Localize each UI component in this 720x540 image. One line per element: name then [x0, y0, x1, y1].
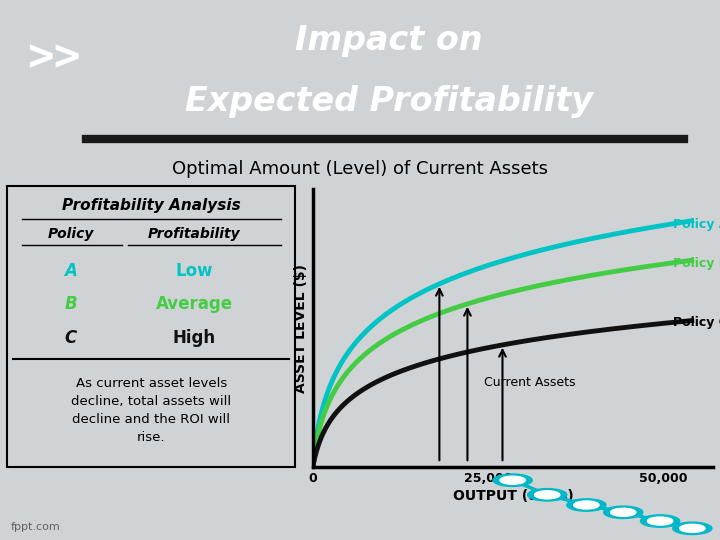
- Text: Policy: Policy: [48, 227, 94, 241]
- Y-axis label: ASSET LEVEL ($): ASSET LEVEL ($): [294, 264, 307, 393]
- Text: Profitability: Profitability: [148, 227, 240, 241]
- Text: C: C: [64, 329, 77, 347]
- Text: Impact on: Impact on: [295, 24, 482, 57]
- Text: >>: >>: [27, 36, 81, 79]
- Circle shape: [680, 524, 705, 532]
- Text: Current Assets: Current Assets: [484, 376, 575, 389]
- Text: Expected Profitability: Expected Profitability: [185, 85, 593, 118]
- Circle shape: [574, 501, 599, 509]
- Circle shape: [611, 508, 636, 516]
- Circle shape: [493, 474, 532, 487]
- Text: Policy C: Policy C: [672, 316, 720, 329]
- Text: Optimal Amount (Level) of Current Assets: Optimal Amount (Level) of Current Assets: [172, 160, 548, 178]
- Text: High: High: [173, 329, 216, 347]
- Circle shape: [567, 499, 606, 511]
- Circle shape: [528, 489, 567, 501]
- Circle shape: [534, 491, 560, 499]
- Text: Low: Low: [176, 261, 213, 280]
- Circle shape: [603, 506, 643, 518]
- Circle shape: [500, 476, 526, 484]
- Text: B: B: [64, 295, 77, 313]
- X-axis label: OUTPUT (units): OUTPUT (units): [453, 489, 573, 503]
- Circle shape: [647, 517, 672, 525]
- Text: Policy B: Policy B: [672, 257, 720, 270]
- Text: Profitability Analysis: Profitability Analysis: [62, 199, 240, 213]
- Text: A: A: [64, 261, 77, 280]
- Text: Average: Average: [156, 295, 233, 313]
- Circle shape: [672, 522, 712, 535]
- Text: As current asset levels
decline, total assets will
decline and the ROI will
rise: As current asset levels decline, total a…: [71, 377, 231, 444]
- Text: Policy A: Policy A: [672, 218, 720, 231]
- Circle shape: [641, 515, 680, 527]
- Text: fppt.com: fppt.com: [11, 522, 60, 532]
